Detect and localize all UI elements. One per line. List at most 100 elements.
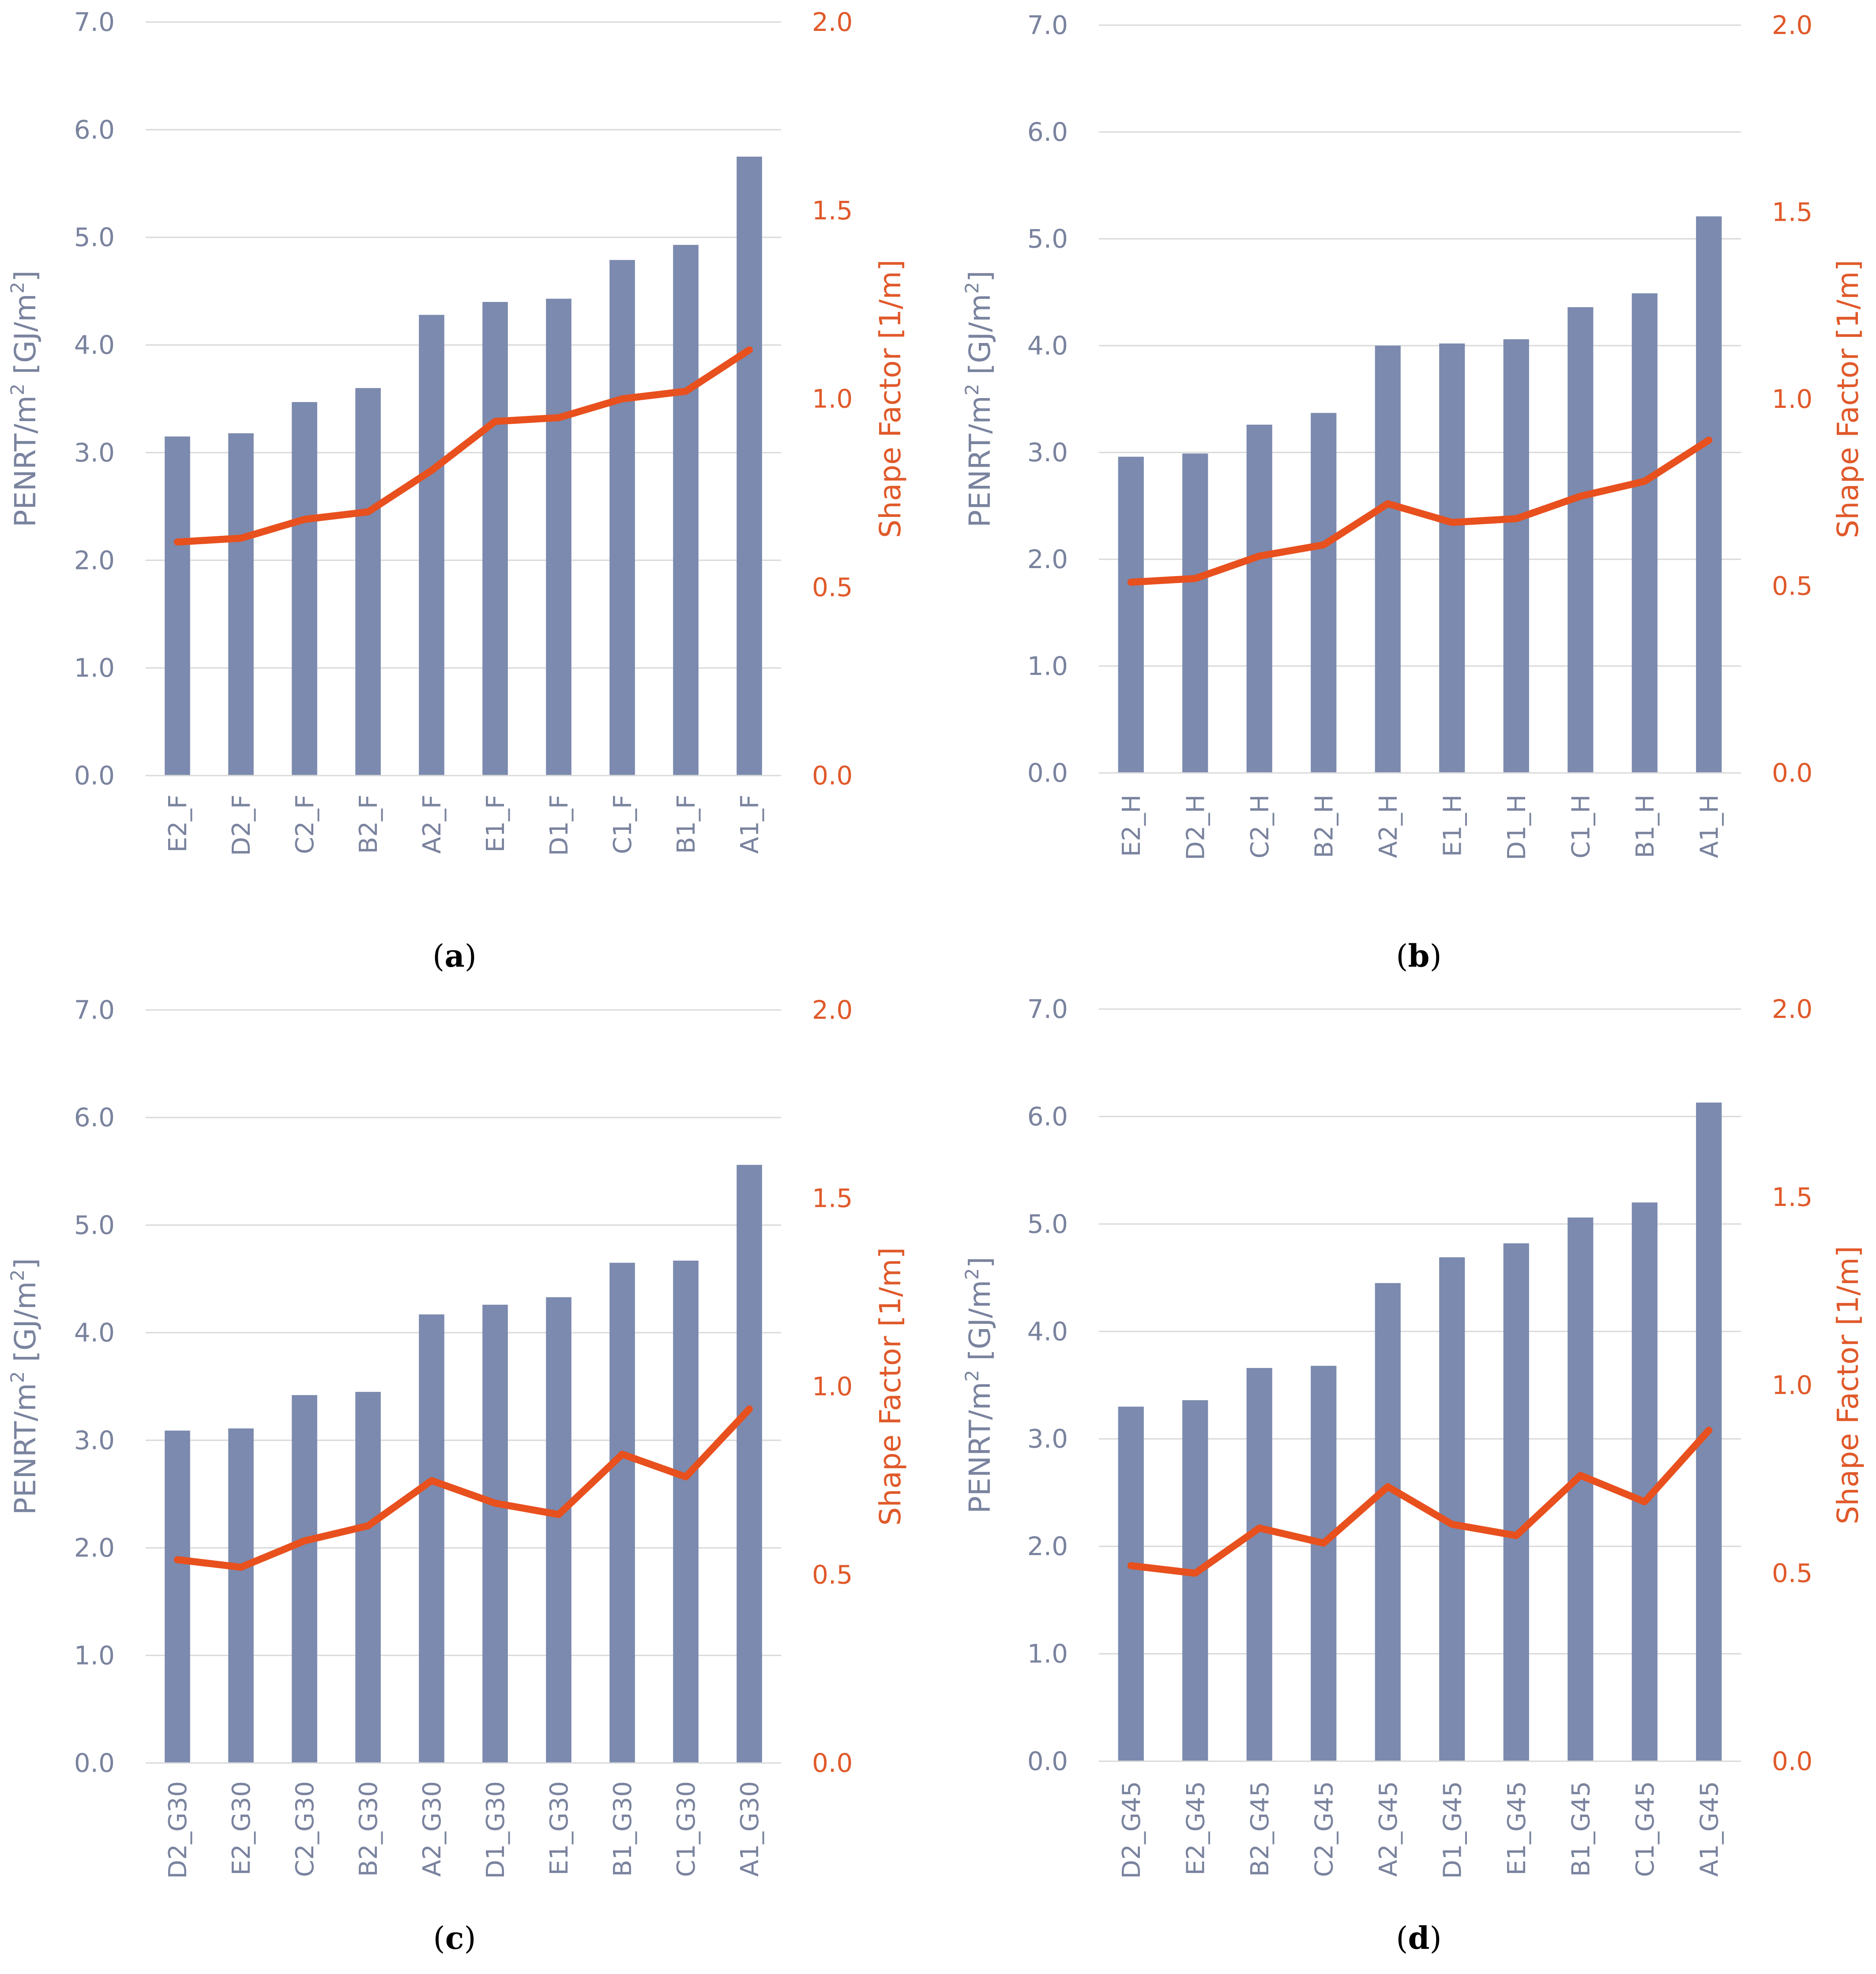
x-category-label: A1_G45 bbox=[1695, 1781, 1724, 1877]
panel-label: (a) bbox=[432, 938, 477, 974]
y-left-tick-label: 7.0 bbox=[74, 995, 115, 1025]
y-left-tick-label: 2.0 bbox=[1027, 544, 1068, 574]
x-category-label: C1_H bbox=[1567, 795, 1595, 859]
y-left-tick-label: 7.0 bbox=[74, 7, 115, 37]
bar bbox=[1568, 1217, 1594, 1761]
y-right-tick-label: 0.0 bbox=[1772, 758, 1812, 788]
bar bbox=[1182, 453, 1208, 773]
y-right-tick-label: 2.0 bbox=[812, 7, 853, 37]
x-category-label: B2_G45 bbox=[1246, 1781, 1274, 1877]
y-left-tick-label: 6.0 bbox=[1027, 117, 1068, 147]
y-left-tick-label: 6.0 bbox=[1027, 1101, 1068, 1131]
bar bbox=[165, 1430, 190, 1763]
y-right-tick-label: 0.5 bbox=[1772, 1558, 1812, 1588]
bar bbox=[1375, 1283, 1401, 1761]
x-category-label: A1_F bbox=[736, 795, 764, 854]
y-left-tick-label: 4.0 bbox=[1027, 331, 1068, 361]
y-left-tick-label: 3.0 bbox=[74, 437, 115, 467]
y-left-tick-label: 6.0 bbox=[74, 1103, 115, 1133]
panel-label: (c) bbox=[433, 1920, 476, 1956]
bar bbox=[737, 1164, 762, 1763]
x-category-label: A1_G30 bbox=[736, 1781, 764, 1877]
bar bbox=[1246, 1368, 1272, 1761]
y-left-tick-label: 4.0 bbox=[74, 330, 115, 360]
y-left-tick-label: 0.0 bbox=[74, 761, 115, 791]
y-right-tick-label: 0.5 bbox=[812, 572, 853, 602]
panel-label: (d) bbox=[1396, 1920, 1442, 1956]
bar bbox=[1632, 1202, 1658, 1761]
bar bbox=[1632, 293, 1658, 773]
bar bbox=[609, 260, 635, 776]
y-right-tick-label: 2.0 bbox=[1772, 994, 1812, 1024]
x-category-label: E2_G30 bbox=[227, 1781, 256, 1876]
x-category-label: D2_H bbox=[1181, 795, 1210, 860]
y-left-tick-label: 2.0 bbox=[74, 545, 115, 575]
x-category-label: C2_F bbox=[291, 795, 320, 854]
y-right-axis-title: Shape Factor [1/m] bbox=[1831, 1246, 1865, 1525]
y-right-tick-label: 1.0 bbox=[812, 1371, 853, 1401]
y-left-axis-title: PENRT/m2 [GJ/m2] bbox=[961, 1257, 997, 1514]
x-category-label: E2_F bbox=[164, 795, 192, 852]
panel-label: (b) bbox=[1396, 938, 1442, 974]
y-right-tick-label: 1.5 bbox=[1772, 1182, 1812, 1212]
y-left-tick-label: 1.0 bbox=[1027, 1639, 1068, 1669]
x-category-label: E2_H bbox=[1117, 795, 1146, 857]
y-left-tick-label: 2.0 bbox=[1027, 1531, 1068, 1561]
bar bbox=[546, 1297, 571, 1763]
chart-panel-b: 0.0 1.0 2.0 3.0 4.0 5.0 6.0 7.0 0.0 0.5 1.0 1.5 2.0 E… bbox=[961, 10, 1865, 974]
x-category-label: A2_H bbox=[1374, 795, 1403, 858]
y-left-tick-label: 4.0 bbox=[1027, 1316, 1068, 1346]
bar bbox=[609, 1262, 635, 1763]
y-left-tick-label: 1.0 bbox=[1027, 651, 1068, 681]
y-left-tick-label: 5.0 bbox=[74, 1210, 115, 1240]
x-category-label: D1_G30 bbox=[481, 1781, 510, 1879]
bar bbox=[419, 1314, 444, 1763]
y-right-tick-label: 1.0 bbox=[812, 384, 853, 414]
y-left-axis-title: PENRT/m2 [GJ/m2] bbox=[961, 271, 997, 527]
x-category-label: C2_G30 bbox=[291, 1781, 320, 1877]
shape-factor-line bbox=[1127, 437, 1713, 586]
x-category-label: B1_F bbox=[672, 795, 701, 854]
chart-panel-c: 0.0 1.0 2.0 3.0 4.0 5.0 6.0 7.0 0.0 0.5 1.0 1.5 2.0 D… bbox=[7, 995, 907, 1956]
y-left-tick-label: 7.0 bbox=[1027, 10, 1068, 40]
bar bbox=[228, 433, 254, 776]
bar bbox=[1439, 1257, 1465, 1761]
x-category-label: E1_H bbox=[1438, 795, 1467, 857]
y-right-axis-title: Shape Factor [1/m] bbox=[873, 1247, 907, 1526]
y-left-tick-label: 7.0 bbox=[1027, 994, 1068, 1024]
bar bbox=[1503, 339, 1529, 773]
bar bbox=[482, 1304, 508, 1763]
bar bbox=[165, 436, 190, 776]
x-category-label: C1_G30 bbox=[672, 1781, 701, 1877]
x-category-label: D2_G30 bbox=[164, 1781, 192, 1879]
y-right-axis-title: Shape Factor [1/m] bbox=[1831, 260, 1865, 539]
y-left-tick-label: 3.0 bbox=[74, 1425, 115, 1455]
y-right-tick-label: 1.0 bbox=[1772, 1370, 1812, 1400]
bar bbox=[1696, 216, 1722, 773]
bar bbox=[1568, 307, 1594, 773]
x-category-label: B2_F bbox=[354, 795, 383, 854]
bar bbox=[673, 1260, 699, 1763]
y-left-tick-label: 4.0 bbox=[74, 1318, 115, 1348]
bar bbox=[419, 315, 444, 776]
x-category-label: E1_F bbox=[481, 795, 510, 852]
x-category-label: C2_G45 bbox=[1310, 1781, 1338, 1877]
y-left-tick-label: 5.0 bbox=[1027, 224, 1068, 254]
bar bbox=[292, 1395, 317, 1763]
x-category-label: E1_G45 bbox=[1503, 1781, 1531, 1876]
chart-panel-a: 0.0 1.0 2.0 3.0 4.0 5.0 6.0 7.0 0.0 0.5 1.0 1.5 2.0 E… bbox=[7, 7, 907, 974]
y-left-tick-label: 5.0 bbox=[74, 222, 115, 252]
x-category-label: E1_G30 bbox=[545, 1781, 574, 1876]
y-left-axis-title: PENRT/m2 [GJ/m2] bbox=[7, 1258, 42, 1515]
x-category-label: A2_G30 bbox=[418, 1781, 447, 1877]
x-category-label: C1_G45 bbox=[1631, 1781, 1660, 1877]
x-category-label: B2_G30 bbox=[354, 1781, 383, 1877]
y-right-axis-title: Shape Factor [1/m] bbox=[873, 260, 907, 538]
y-left-tick-label: 0.0 bbox=[74, 1748, 115, 1778]
y-right-tick-label: 0.0 bbox=[1772, 1746, 1812, 1776]
x-category-label: A2_G45 bbox=[1374, 1781, 1403, 1877]
bar bbox=[482, 302, 508, 776]
y-right-tick-label: 2.0 bbox=[812, 995, 853, 1025]
x-category-label: D2_G45 bbox=[1117, 1781, 1146, 1879]
bar bbox=[1439, 343, 1465, 773]
